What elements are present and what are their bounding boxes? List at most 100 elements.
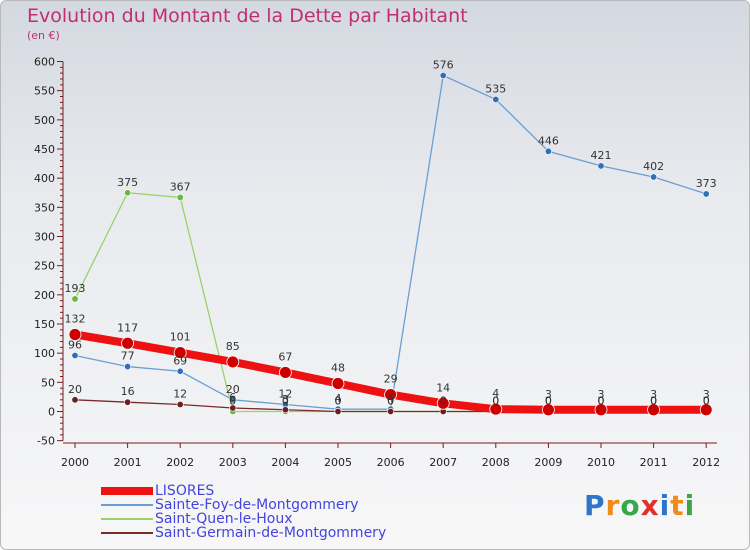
data-label: 402 [643,160,664,173]
data-label: 0 [545,395,552,408]
data-point [331,377,345,390]
data-label: 96 [68,339,82,352]
logo-letter: i [659,489,671,522]
x-tick-label: 2011 [640,456,668,469]
data-point [702,190,710,198]
data-label: 0 [229,395,236,408]
logo-letter: r [605,489,621,522]
data-point [121,336,134,350]
legend-label: Sainte-Foy-de-Montgommery [155,497,359,513]
y-tick-label: 450 [34,143,55,156]
data-label: 0 [545,395,552,408]
x-tick-label: 2003 [219,456,247,469]
legend-label: Saint-Quen-le-Houx [155,511,293,527]
data-point [334,407,342,415]
data-label: 48 [331,362,345,375]
y-tick-label: 100 [34,347,55,360]
data-point [492,95,500,103]
data-label: 117 [117,321,138,334]
logo-letter: i [684,489,696,522]
chart-legend: LISORES Sainte-Foy-de-Montgommery Saint-Qu… [101,484,386,540]
data-label: 0 [387,395,394,408]
data-point [387,407,395,415]
data-label: 16 [121,385,135,398]
data-point [226,355,240,369]
y-tick-label: 150 [34,318,55,331]
legend-label: Saint-Germain-de-Montgommery [155,525,387,541]
y-tick-label: 350 [34,201,55,214]
data-point [71,396,79,404]
logo-letter: o [620,489,641,522]
data-label: 446 [538,134,559,147]
proxiti-logo: Proxiti [584,489,695,522]
data-label: 12 [278,388,292,401]
logo-letter: x [640,489,660,522]
x-tick-label: 2007 [429,456,457,469]
data-label: 0 [703,395,710,408]
data-label: 6 [229,391,236,404]
data-point [439,72,447,80]
y-tick-label: 250 [34,260,55,273]
data-point [124,398,132,406]
data-label: 12 [173,388,187,401]
legend-swatch [101,532,153,534]
y-tick-label: 0 [48,406,55,419]
data-label: 101 [170,331,191,344]
y-tick-label: 200 [34,289,55,302]
data-label: 0 [335,395,342,408]
data-label: 193 [65,282,86,295]
y-tick-label: 600 [34,56,55,69]
data-label: 0 [335,395,342,408]
data-point [173,346,187,359]
data-label: 77 [121,350,135,363]
legend-label: LISORES [155,483,215,499]
data-label: 535 [485,82,506,95]
data-point [436,396,450,410]
data-point [278,366,292,379]
data-label: 3 [282,393,289,406]
y-tick-label: 50 [41,376,55,389]
data-point [176,367,184,375]
data-point [176,193,184,201]
data-point [544,147,552,155]
data-label: 0 [492,395,499,408]
data-point [650,173,658,181]
data-point [281,406,289,414]
series-line-1 [74,74,707,410]
data-label: 3 [545,388,552,401]
data-label: 375 [117,176,138,189]
data-label: 0 [598,395,605,408]
data-label: 3 [703,388,710,401]
data-label: 0 [650,395,657,408]
legend-item: Saint-Germain-de-Montgommery [101,526,386,540]
data-label: 4 [387,392,394,405]
legend-swatch [101,504,153,506]
legend-item: Sainte-Foy-de-Montgommery [101,498,386,512]
y-tick-label: 550 [34,85,55,98]
chart-title: Evolution du Montant de la Dette par Hab… [27,5,468,27]
legend-swatch [101,518,153,520]
data-point [542,403,555,417]
x-tick-label: 2012 [692,456,720,469]
x-tick-label: 2009 [534,456,562,469]
x-tick-label: 2008 [482,456,510,469]
x-tick-label: 2010 [587,456,615,469]
data-point [71,295,79,303]
data-point [71,352,79,360]
logo-letter: P [584,489,606,522]
data-point [124,363,132,371]
data-label: 3 [598,388,605,401]
data-label: 132 [65,313,86,326]
logo-letter: t [670,489,685,522]
y-tick-label: -50 [37,435,55,448]
y-tick-label: 300 [34,231,55,244]
chart-subtitle: (en €) [27,29,60,42]
data-label: 29 [384,373,398,386]
data-label: 3 [650,388,657,401]
data-label: 0 [650,395,657,408]
data-label: 4 [492,387,499,400]
data-label: 373 [696,177,717,190]
y-tick-label: 500 [34,114,55,127]
